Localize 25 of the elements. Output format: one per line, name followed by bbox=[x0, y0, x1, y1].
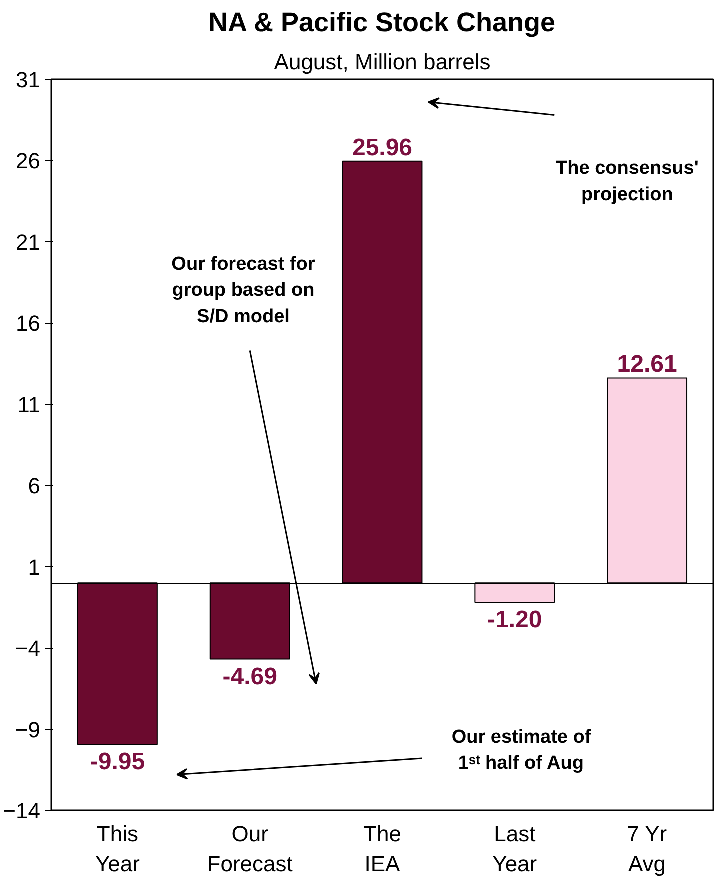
y-tick-label: 21 bbox=[16, 230, 41, 255]
y-tick-label: 16 bbox=[16, 311, 41, 336]
data-label: -9.95 bbox=[90, 748, 146, 776]
y-tick-label: −9 bbox=[15, 717, 41, 742]
y-tick-label: 1 bbox=[28, 554, 41, 580]
y-tick-label: 11 bbox=[18, 392, 41, 418]
y-tick-label: −14 bbox=[3, 798, 41, 824]
x-tick-label: Last Year bbox=[492, 822, 538, 876]
annotation: Our estimate of 1ˢᵗ half of Aug bbox=[452, 726, 592, 774]
x-tick-label: 7 Yr Avg bbox=[627, 822, 668, 876]
data-label: 12.61 bbox=[617, 351, 678, 378]
chart-title: NA & Pacific Stock Change bbox=[208, 8, 556, 38]
chart-subtitle: August, Million barrels bbox=[274, 50, 491, 74]
x-tick-label: The IEA bbox=[364, 822, 402, 876]
y-tick-label: −4 bbox=[15, 636, 41, 662]
y-tick-label: 26 bbox=[16, 148, 41, 174]
data-label: 25.96 bbox=[352, 134, 413, 162]
y-tick-label: 31 bbox=[16, 68, 41, 92]
x-tick-label: This Year bbox=[95, 822, 140, 876]
annotation: Our forecast for group based on S/D model bbox=[172, 254, 316, 328]
data-label: -1.20 bbox=[488, 606, 542, 634]
annotation: The consensus' projection bbox=[556, 158, 699, 206]
data-label: -4.69 bbox=[222, 663, 278, 690]
y-tick-label: 6 bbox=[28, 474, 41, 499]
x-tick-label: Our Forecast bbox=[207, 822, 293, 876]
